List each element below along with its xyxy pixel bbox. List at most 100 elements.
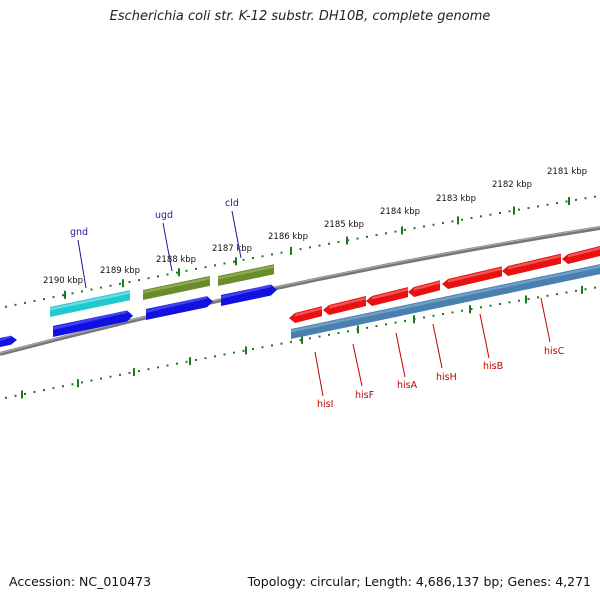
gene-feature-steel-highlight [505, 272, 565, 288]
inner-ruler-dot [280, 342, 283, 345]
genome-backbone [0, 226, 600, 356]
inner-ruler-dot [33, 390, 36, 393]
inner-ruler-dot [366, 326, 368, 329]
outer-ruler-dot [166, 273, 169, 276]
outer-ruler-dot [451, 220, 454, 223]
outer-major-tick [457, 216, 459, 225]
inner-ruler-dot [100, 377, 102, 380]
inner-ruler-dot [527, 298, 530, 301]
inner-ruler-dot [109, 375, 112, 378]
gene-feature-blue [221, 284, 277, 306]
inner-ruler-dot [394, 321, 397, 324]
outer-ruler-dot [375, 234, 378, 237]
inner-ruler-dot [81, 381, 83, 384]
gene-feature-his-highlight [295, 307, 322, 317]
inner-ruler-dot [337, 332, 340, 335]
outer-ruler-dot [242, 258, 245, 261]
inner-ruler-dot [432, 314, 435, 317]
gene-label-line-upper [231, 210, 242, 259]
outer-ruler-dot [5, 305, 7, 308]
outer-ruler-dot [128, 280, 131, 283]
gene-feature-blue-highlight [221, 284, 271, 299]
outer-major-tick [64, 290, 66, 299]
outer-major-tick [290, 246, 292, 255]
outer-ruler-dot [470, 217, 473, 220]
outer-ruler-dot [252, 257, 254, 260]
inner-ruler-dot [328, 333, 330, 336]
outer-ruler-dot [223, 262, 226, 265]
gene-label-cld[interactable]: cld [225, 198, 239, 209]
gene-label-line-upper [162, 222, 173, 272]
inner-ruler-dot [385, 323, 387, 326]
gene-feature-his-highlight [329, 296, 366, 309]
outer-ruler-dot [527, 207, 530, 210]
outer-ruler-dot [489, 213, 492, 216]
inner-ruler-dot [138, 370, 140, 373]
outer-ruler-dot [280, 251, 283, 254]
inner-ruler-dot [584, 288, 587, 291]
gene-feature-blue-highlight [53, 310, 127, 330]
inner-major-tick [581, 285, 583, 294]
gene-label-hisF[interactable]: hisF [355, 390, 374, 401]
inner-major-tick [189, 357, 191, 366]
inner-ruler-dot [157, 366, 159, 369]
gene-feature-his-highlight [508, 254, 561, 270]
outer-ruler-dot [52, 296, 55, 299]
gene-label-hisI[interactable]: hisI [317, 399, 333, 410]
outer-ruler-dot [233, 260, 235, 263]
tick-label: 2181 kbp [547, 167, 587, 177]
gene-label-ugd[interactable]: ugd [155, 210, 173, 221]
tick-label: 2185 kbp [324, 220, 364, 230]
outer-ruler-dot [90, 288, 93, 291]
outer-ruler-dot [432, 223, 435, 226]
gene-feature-steel-highlight [338, 305, 410, 323]
gene-features [0, 246, 600, 347]
outer-ruler-dot [366, 235, 368, 238]
outer-major-tick [568, 197, 570, 206]
outer-major-tick [122, 279, 124, 288]
inner-major-tick [469, 305, 471, 314]
inner-ruler-dot [299, 339, 302, 342]
outer-ruler-dot [81, 290, 83, 293]
outer-ruler-dot [518, 208, 520, 211]
inner-ruler-dot [271, 344, 273, 347]
inner-ruler-dot [223, 353, 226, 356]
inner-ruler-dot [347, 330, 349, 333]
gene-label-hisA[interactable]: hisA [397, 380, 418, 391]
inner-ruler-dot [261, 346, 264, 349]
outer-ruler-dot [565, 200, 568, 203]
inner-ruler-dot [375, 325, 378, 328]
inner-ruler-dot [233, 351, 235, 354]
outer-ruler-dot [442, 222, 444, 225]
outer-ruler-dot [499, 212, 501, 214]
outer-ruler-dot [556, 202, 558, 205]
tick-label: 2183 kbp [436, 194, 476, 204]
outer-ruler-dot [480, 215, 482, 218]
outer-ruler-dot [537, 205, 539, 208]
inner-ruler-dot [176, 362, 178, 365]
map-title: Escherichia coli str. K-12 substr. DH10B… [109, 9, 491, 24]
inner-ruler-dot [537, 296, 539, 299]
inner-major-tick [413, 315, 415, 324]
outer-ruler-dot [138, 279, 140, 282]
outer-ruler-dot [33, 299, 36, 302]
gene-label-gnd[interactable]: gnd [70, 227, 88, 238]
inner-ruler-dot [290, 340, 292, 343]
outer-ruler-dot [62, 294, 64, 297]
outer-ruler-dot [43, 298, 45, 301]
gene-label-hisH[interactable]: hisH [436, 372, 457, 383]
outer-ruler-dot [594, 195, 596, 198]
inner-ruler-dot [119, 373, 121, 376]
outer-ruler-dot [299, 248, 302, 251]
tick-label: 2187 kbp [212, 244, 252, 254]
gene-label-hisC[interactable]: hisC [544, 346, 565, 357]
inner-ruler-dot [90, 379, 93, 382]
gene-feature-blue-highlight [0, 335, 11, 342]
inner-ruler-dot [52, 387, 55, 390]
gene-feature-blue [53, 310, 133, 337]
inner-ruler-dot [195, 358, 197, 361]
outer-major-tick [178, 268, 180, 277]
outer-ruler-dot [394, 230, 397, 233]
gene-feature-his-highlight [372, 288, 408, 300]
gene-label-hisB[interactable]: hisB [483, 361, 503, 372]
